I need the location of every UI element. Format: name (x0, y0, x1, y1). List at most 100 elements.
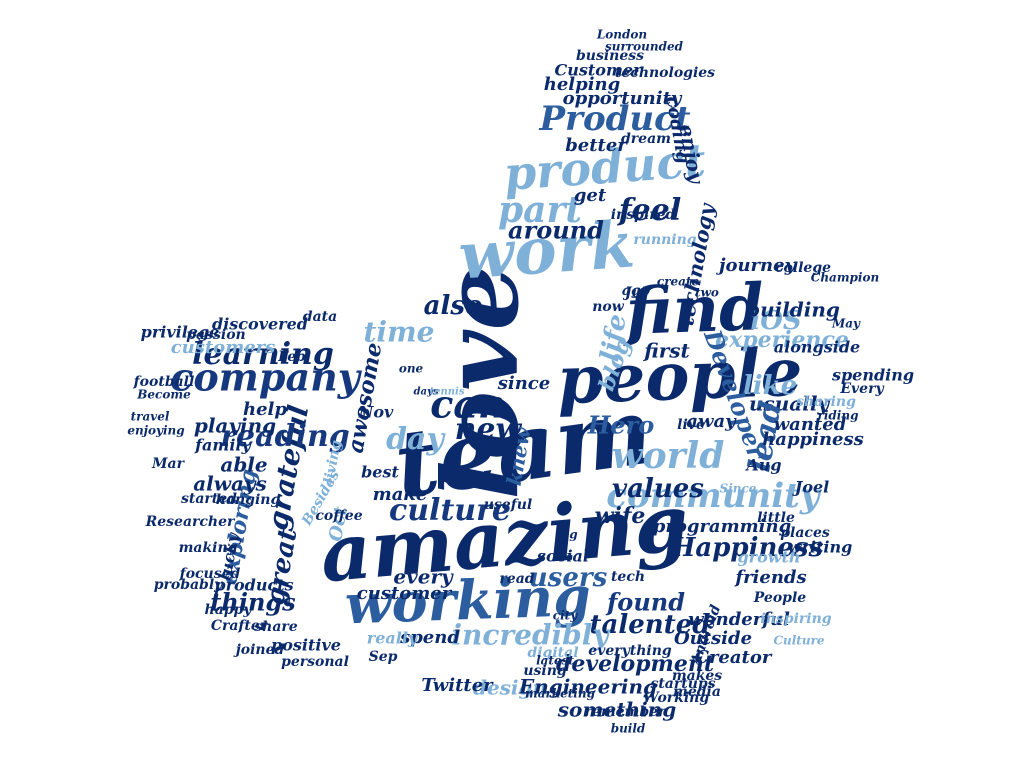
cloud-word: customer (357, 583, 453, 604)
cloud-word: business (576, 48, 644, 64)
cloud-word: development (556, 651, 714, 677)
cloud-word: surrounded (605, 40, 684, 54)
cloud-word: iOS (750, 306, 801, 336)
cloud-word: feel (617, 193, 681, 228)
cloud-word: two (695, 286, 719, 300)
cloud-word: latest (536, 654, 574, 668)
cloud-word: one (399, 362, 424, 376)
cloud-word: reading (220, 419, 350, 454)
cloud-word: journey (716, 255, 797, 276)
cloud-word: Hero (587, 411, 655, 440)
cloud-word: Every (839, 381, 884, 397)
cloud-word: new (455, 412, 523, 447)
cloud-word: best (361, 463, 399, 482)
cloud-word: privilege (141, 323, 220, 342)
cloud-word: something (557, 698, 676, 722)
cloud-word: can (430, 382, 505, 427)
cloud-word: running (633, 232, 696, 248)
cloud-word: spend (399, 627, 460, 648)
cloud-word: day (386, 422, 446, 457)
cloud-word: tennis (430, 387, 465, 398)
cloud-word: time (363, 316, 434, 349)
cloud-word: Twitter (421, 675, 494, 696)
cloud-word: travel (131, 410, 170, 424)
cloud-word: get (574, 185, 607, 206)
cloud-word: Since (720, 482, 757, 496)
cloud-word: passion (186, 327, 245, 343)
cloud-word: able (220, 453, 267, 477)
cloud-word: Nov (358, 403, 394, 422)
cloud-word: discovered (212, 315, 308, 334)
cloud-word: opportunity (563, 88, 683, 109)
cloud-word: community (606, 476, 821, 516)
cloud-word: coffee (315, 508, 362, 524)
cloud-word: Researcher (145, 514, 236, 530)
cloud-word: city (553, 609, 578, 623)
cloud-word: hanging (216, 492, 281, 508)
cloud-word: work (456, 207, 637, 294)
cloud-word: customers (171, 337, 276, 358)
cloud-word: dream (621, 131, 671, 147)
cloud-word: create (657, 275, 700, 289)
cloud-word: build (611, 722, 646, 736)
cloud-word: users (529, 563, 608, 593)
cloud-word: family (194, 436, 252, 455)
cloud-word: big (556, 528, 577, 542)
cloud-word: sharing (796, 394, 856, 410)
cloud-word: people (556, 333, 804, 420)
cloud-word: personal (281, 654, 349, 670)
cloud-word: design (473, 676, 547, 700)
cloud-word: products (214, 576, 293, 595)
cloud-word: share (254, 619, 298, 635)
cloud-word: company (170, 355, 363, 400)
cloud-word: places (780, 525, 830, 541)
cloud-word: programming (653, 516, 791, 537)
cloud-word: alongside (774, 338, 860, 357)
cloud-word: makes (672, 668, 722, 684)
cloud-word: remember (585, 704, 668, 720)
cloud-word: first (642, 339, 690, 363)
cloud-word: using (523, 663, 567, 679)
cloud-word: talented (590, 610, 711, 640)
cloud-word: joined (233, 642, 285, 658)
cloud-word: Sep (369, 649, 398, 665)
cloud-word: wife (595, 503, 646, 529)
cloud-word: playing (194, 414, 276, 438)
cloud-word: writing (788, 538, 853, 557)
cloud-word: also (424, 291, 483, 321)
cloud-word: find (621, 270, 765, 350)
cloud-word: usually (749, 392, 830, 416)
cloud-word: Product (538, 99, 690, 139)
cloud-word: positive (271, 636, 341, 655)
cloud-word: working (344, 564, 592, 637)
cloud-word: now (592, 299, 625, 315)
cloud-word: wonderful (688, 609, 790, 630)
cloud-word: making (179, 540, 238, 556)
cloud-word: Engineering (518, 675, 657, 699)
cloud-word: spending (831, 366, 914, 385)
cloud-word: world (612, 435, 725, 477)
cloud-word: values (612, 474, 704, 504)
cloud-word: Mar (151, 456, 186, 472)
cloud-word: London (596, 28, 647, 42)
cloud-word: incredibly (451, 619, 610, 652)
cloud-word: useful (484, 497, 533, 513)
cloud-word: really (367, 629, 419, 648)
cloud-word: like (743, 371, 797, 401)
cloud-word: experience (715, 327, 849, 353)
cloud-word: part (498, 189, 582, 231)
cloud-word: help (243, 399, 287, 420)
cloud-word: riding (818, 409, 859, 423)
cloud-word: wanted (774, 414, 847, 435)
cloud-word: every (393, 565, 454, 589)
cloud-word: days (414, 387, 439, 398)
cloud-word: tech (611, 569, 645, 585)
cloud-word: always (193, 472, 267, 496)
cloud-word: Culture (773, 634, 824, 648)
cloud-word: Happiness (670, 533, 824, 563)
cloud-word: data (303, 309, 337, 325)
cloud-word: focused (179, 566, 241, 582)
cloud-word: since (497, 373, 550, 394)
cloud-word: inspiring (760, 611, 831, 627)
cloud-word: Joel (792, 478, 830, 497)
